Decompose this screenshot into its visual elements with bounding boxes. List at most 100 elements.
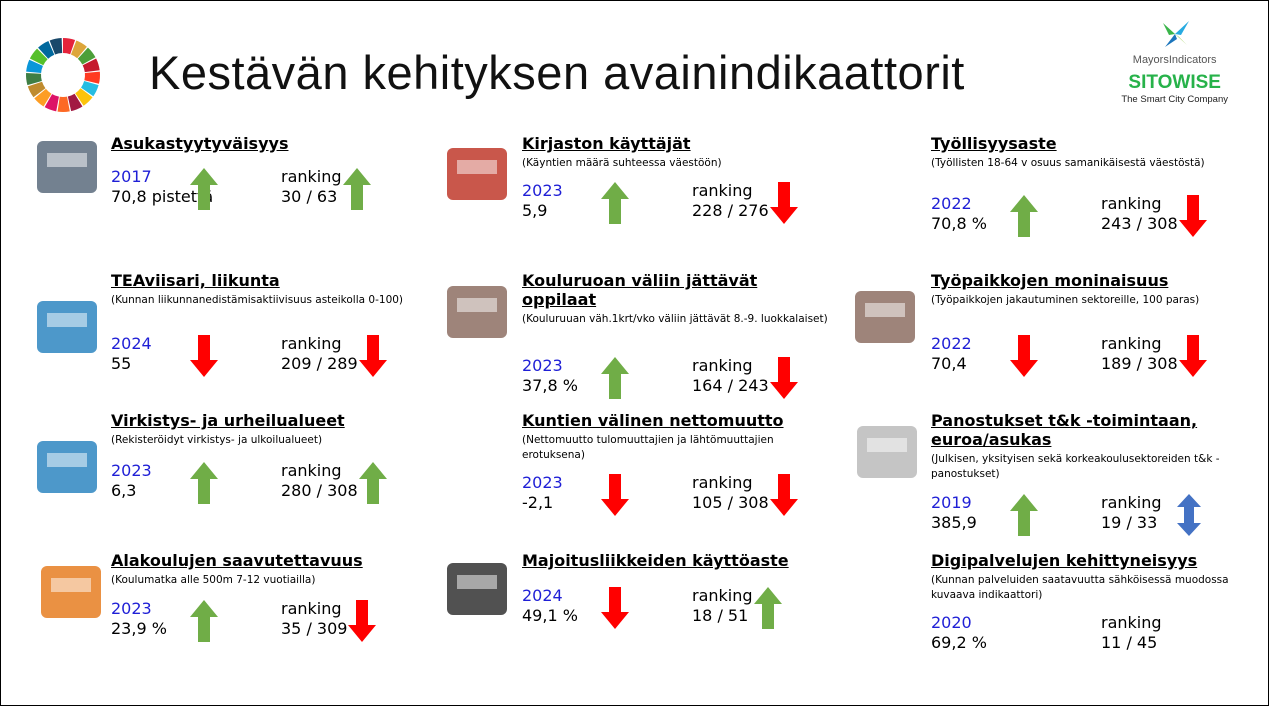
indicator-title: Työpaikkojen moninaisuus xyxy=(931,271,1241,290)
indicator: Asukastyytyväisyys xyxy=(111,134,421,153)
arrow-shape xyxy=(601,474,629,516)
arrow-shape xyxy=(601,357,629,399)
arrow-shape xyxy=(1010,195,1038,237)
indicator-title: Majoitusliikkeiden käyttöaste xyxy=(522,551,832,570)
year: 2023 xyxy=(522,181,563,201)
rank: 280 / 308 xyxy=(281,481,358,501)
value-trend-arrow xyxy=(600,586,630,630)
value-block: 202270,8 % xyxy=(931,194,987,238)
value: -2,1 xyxy=(522,493,563,513)
value: 6,3 xyxy=(111,481,152,501)
value-trend-arrow xyxy=(189,461,219,505)
indicator: Digipalvelujen kehittyneisyys (Kunnan pal… xyxy=(931,551,1241,603)
rank: 105 / 308 xyxy=(692,493,769,513)
year: 2023 xyxy=(111,461,152,481)
value: 37,8 % xyxy=(522,376,578,396)
rank-trend-arrow xyxy=(1178,194,1208,238)
indicator: Työpaikkojen moninaisuus (Työpaikkojen ja… xyxy=(931,271,1241,308)
rank: 189 / 308 xyxy=(1101,354,1178,374)
arrow-shape xyxy=(754,587,782,629)
arrow-shape xyxy=(770,182,798,224)
indicator-subtitle: (Kunnan palveluiden saatavuutta sähköise… xyxy=(931,573,1241,603)
arrow-shape xyxy=(190,600,218,642)
year: 2023 xyxy=(111,599,167,619)
year: 2023 xyxy=(522,356,578,376)
indicator: Kuntien välinen nettomuutto (Nettomuutto … xyxy=(522,411,832,463)
indicator-subtitle: (Nettomuutto tulomuuttajien ja lähtömuut… xyxy=(522,433,832,463)
ranking-label: ranking xyxy=(281,167,342,187)
indicator: Alakoulujen saavutettavuus (Koulumatka al… xyxy=(111,551,421,588)
icon-shape xyxy=(47,453,87,467)
icon-shape xyxy=(47,313,87,327)
icon-shape xyxy=(51,578,91,592)
arrow-shape xyxy=(1179,335,1207,377)
indicator-title: Digipalvelujen kehittyneisyys xyxy=(931,551,1241,570)
logo-tagline: The Smart City Company xyxy=(1121,94,1228,105)
arrow-shape xyxy=(343,168,371,210)
indicator-title: Virkistys- ja urheilualueet xyxy=(111,411,421,430)
year: 2022 xyxy=(931,334,972,354)
arrow-shape xyxy=(359,462,387,504)
indicator-subtitle: (Kouluruuan väh.1krt/vko väliin jättävät… xyxy=(522,312,832,327)
indicator-subtitle: (Kunnan liikunnanedistämisaktiivisuus as… xyxy=(111,293,421,308)
indicator-icon xyxy=(35,556,107,628)
rank-block: ranking228 / 276 xyxy=(692,181,769,225)
ranking-label: ranking xyxy=(281,334,358,354)
year: 2023 xyxy=(522,473,563,493)
ranking-label: ranking xyxy=(1101,334,1178,354)
slide: Kestävän kehityksen avainindikaattorit M… xyxy=(0,0,1269,706)
ranking-label: ranking xyxy=(692,586,753,606)
arrow-shape xyxy=(190,462,218,504)
arrow-shape xyxy=(1179,195,1207,237)
arrow-shape xyxy=(1177,494,1201,536)
indicator-subtitle: (Koulumatka alle 500m 7-12 vuotiailla) xyxy=(111,573,421,588)
rank-trend-arrow xyxy=(1174,493,1204,537)
year: 2019 xyxy=(931,493,977,513)
ranking-label: ranking xyxy=(1101,194,1178,214)
indicator-icon xyxy=(31,291,103,363)
rank: 19 / 33 xyxy=(1101,513,1162,533)
page-title: Kestävän kehityksen avainindikaattorit xyxy=(149,45,965,100)
indicator-subtitle: (Rekisteröidyt virkistys- ja ulkoilualue… xyxy=(111,433,421,448)
indicator-icon xyxy=(851,416,923,488)
ranking-label: ranking xyxy=(1101,493,1162,513)
year: 2024 xyxy=(111,334,152,354)
indicator: Kouluruoan väliin jättävät oppilaat(Koul… xyxy=(522,271,832,327)
indicator-title: Kuntien välinen nettomuutto xyxy=(522,411,832,430)
value-trend-arrow xyxy=(1009,493,1039,537)
rank: 35 / 309 xyxy=(281,619,347,639)
indicator-title: Panostukset t&k -toimintaan, euroa/asuka… xyxy=(931,411,1241,449)
value-trend-arrow xyxy=(600,473,630,517)
sdg-wheel xyxy=(25,37,101,113)
value: 23,9 % xyxy=(111,619,167,639)
value-trend-arrow xyxy=(1009,334,1039,378)
arrow-shape xyxy=(601,587,629,629)
indicator-title: Asukastyytyväisyys xyxy=(111,134,421,153)
icon-shape xyxy=(47,153,87,167)
rank: 11 / 45 xyxy=(1101,633,1162,653)
ranking-label: ranking xyxy=(1101,613,1162,633)
indicator-title: Alakoulujen saavutettavuus xyxy=(111,551,421,570)
logo-mark xyxy=(1155,19,1195,49)
indicator: Panostukset t&k -toimintaan, euroa/asuka… xyxy=(931,411,1241,482)
value-trend-arrow xyxy=(189,599,219,643)
wheel-segment xyxy=(58,97,70,112)
value-trend-arrow xyxy=(600,356,630,400)
arrow-shape xyxy=(1010,494,1038,536)
value-trend-arrow xyxy=(189,167,219,211)
year: 2022 xyxy=(931,194,987,214)
value-block: 2019385,9 xyxy=(931,493,977,537)
value-block: 2023-2,1 xyxy=(522,473,563,517)
rank: 164 / 243 xyxy=(692,376,769,396)
indicator-subtitle: (Työllisten 18-64 v osuus samanikäisestä… xyxy=(931,156,1241,171)
rank: 209 / 289 xyxy=(281,354,358,374)
indicator-subtitle: (Työpaikkojen jakautuminen sektoreille, … xyxy=(931,293,1241,308)
